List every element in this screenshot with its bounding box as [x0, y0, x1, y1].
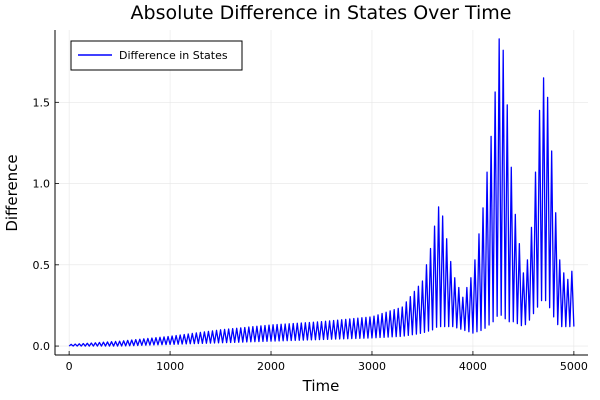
y-tick-label: 0.0	[33, 340, 51, 353]
y-axis-title: Difference	[3, 154, 21, 231]
x-tick-label: 5000	[560, 360, 588, 373]
y-tick-label: 0.5	[33, 259, 51, 272]
series-line-difference-in-states	[68, 38, 575, 347]
x-ticks: 0 1000 2000 3000 4000 5000	[66, 351, 588, 373]
x-axis-title: Time	[302, 377, 340, 395]
y-tick-label: 1.5	[33, 96, 51, 109]
x-tick-label: 4000	[459, 360, 487, 373]
plot-frame	[54, 30, 588, 356]
chart-title: Absolute Difference in States Over Time	[131, 2, 512, 24]
x-tick-label: 2000	[257, 360, 285, 373]
y-tick-label: 1.0	[33, 178, 51, 191]
x-tick-label: 3000	[358, 360, 386, 373]
legend: Difference in States	[70, 40, 243, 71]
y-ticks: 0.0 0.5 1.0 1.5	[33, 96, 59, 353]
x-tick-label: 1000	[156, 360, 184, 373]
x-tick-label: 0	[66, 360, 73, 373]
legend-label: Difference in States	[119, 49, 228, 62]
